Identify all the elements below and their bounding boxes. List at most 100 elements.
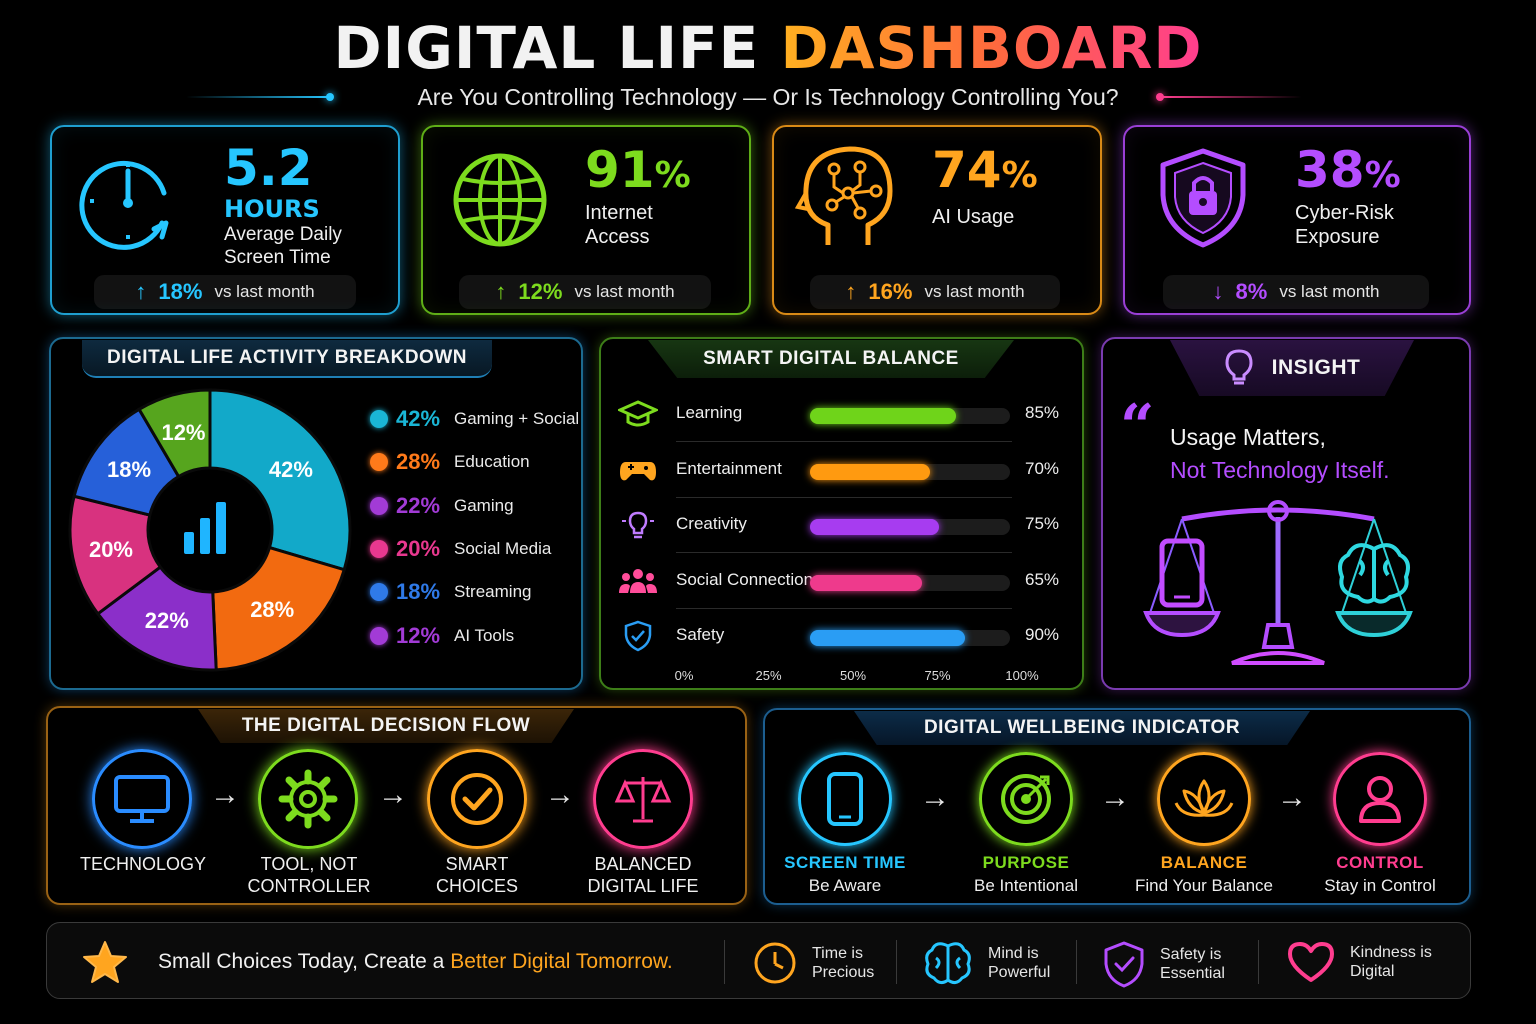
balance-bar-fill — [810, 463, 931, 480]
stat-label-line2: Access — [585, 226, 650, 248]
balance-row: Social Connection 65% — [618, 561, 1068, 601]
stat-label-line1: Internet — [585, 202, 653, 224]
balance-row-label: Entertainment — [676, 458, 782, 478]
flow-step-label-line2: CHOICES — [435, 876, 519, 896]
footer-item-line1: Safety is — [1160, 946, 1222, 963]
pie-slice — [137, 388, 212, 479]
star-icon — [83, 941, 127, 983]
insight-line-1: Usage Matters, — [1170, 424, 1326, 450]
pie-slice-label: 12% — [161, 419, 206, 445]
change-vs: vs last month — [574, 282, 675, 301]
footer-item-line2: Precious — [812, 964, 875, 981]
stat-card-cyber-risk: 38% Cyber-Risk Exposure ↓ 8% vs last mon… — [1123, 125, 1471, 315]
wellbeing-step-label: CONTROL Stay in Control — [1324, 853, 1436, 896]
balance-bar-fill — [810, 519, 939, 535]
balance-axis-tick: 25% — [755, 668, 782, 683]
legend-item: 22% Gaming — [370, 491, 514, 521]
clock-icon — [79, 160, 169, 250]
lightbulb-icon — [1225, 349, 1253, 385]
balance-axis-tick: 75% — [924, 668, 951, 683]
footer-slogan-part1: Small Choices Today, Create a — [158, 950, 445, 973]
decision-flow-title: THE DIGITAL DECISION FLOW — [198, 709, 574, 743]
stat-value: 38% — [1295, 145, 1401, 195]
shield-check-icon — [1104, 941, 1144, 988]
wellbeing-step-title: PURPOSE — [982, 853, 1070, 872]
subtitle-line-right — [1162, 96, 1302, 98]
flow-step-label-line1: BALANCED — [594, 854, 692, 874]
balance-bar-track — [810, 574, 1010, 591]
footer-item-line2: Digital — [1350, 963, 1395, 980]
wellbeing-step-balance — [1157, 752, 1251, 846]
change-pill: ↑ 16% vs last month — [810, 275, 1060, 309]
user-icon — [1359, 776, 1401, 823]
legend-item: 18% Streaming — [370, 577, 531, 607]
arrow-down-icon: ↓ — [1212, 279, 1224, 304]
lightbulb-icon — [618, 509, 658, 541]
balance-row: Creativity 75% — [618, 505, 1068, 545]
balance-row-label: Safety — [676, 625, 725, 644]
legend-percent: 12% — [396, 622, 441, 648]
stat-value-number: 74 — [932, 141, 1002, 199]
legend-swatch — [370, 626, 388, 645]
footer-bar — [46, 922, 1471, 999]
change-value: 12% — [518, 279, 563, 304]
footer-item-mind: Mind is Powerful — [922, 940, 1088, 986]
legend-label: AI Tools — [454, 625, 515, 645]
people-icon — [618, 565, 658, 597]
footer-item-text: Time is Precious — [812, 944, 912, 982]
balance-row-divider — [676, 607, 1012, 609]
legend-percent: 20% — [396, 535, 441, 561]
footer-item-line1: Kindness is — [1350, 944, 1432, 961]
target-icon — [1001, 774, 1051, 824]
footer-divider — [896, 940, 897, 984]
balance-row-label: Social Connection — [676, 569, 814, 589]
wellbeing-step-caption: Stay in Control — [1324, 876, 1436, 895]
balance-row: Learning 85% — [616, 394, 1068, 434]
footer-item-time: Time is Precious — [752, 940, 912, 986]
footer-item-safety: Safety is Essential — [1102, 940, 1260, 988]
balance-row-label: Creativity — [676, 514, 747, 533]
activity-breakdown-panel — [49, 337, 583, 690]
flow-step-label: SMART CHOICES — [436, 853, 518, 897]
stat-label-line1: AI Usage — [932, 206, 1015, 228]
flow-step-label-line2: CONTROLLER — [247, 876, 371, 896]
arrow-right-icon: → — [1277, 781, 1307, 814]
flow-step-label: BALANCED DIGITAL LIFE — [587, 853, 698, 897]
balance-row-value: 70% — [1025, 458, 1060, 478]
balance-bar-fill — [810, 630, 965, 646]
bar-chart-icon — [184, 502, 226, 554]
clock-icon — [754, 942, 796, 984]
gamepad-icon — [618, 454, 658, 486]
stat-label: Internet Access — [585, 201, 653, 249]
arrow-up-icon: ↑ — [135, 279, 147, 304]
stat-label: Cyber-Risk Exposure — [1295, 201, 1394, 249]
legend-label: Education — [454, 452, 530, 472]
wellbeing-step-label: SCREEN TIME Be Aware — [784, 853, 906, 896]
flow-step-balanced — [593, 749, 693, 849]
flow-step-label-line1: SMART — [445, 854, 509, 874]
graduation-cap-icon — [616, 398, 660, 430]
legend-percent: 22% — [396, 492, 441, 518]
arrow-right-icon: → — [920, 781, 950, 814]
smart-balance-panel — [599, 337, 1084, 690]
footer-item-text: Mind is Powerful — [988, 944, 1088, 982]
stat-value-unit: % — [1001, 155, 1038, 196]
footer-slogan: Small Choices Today, Create a Better Dig… — [158, 950, 673, 974]
balance-bar-track — [810, 408, 1010, 424]
shield-check-icon — [618, 620, 658, 652]
wellbeing-step-label: PURPOSE Be Intentional — [974, 853, 1078, 896]
footer-divider — [1258, 940, 1259, 984]
page-title: DIGITAL LIFE DASHBOARD — [0, 14, 1536, 82]
wellbeing-step-title: BALANCE — [1160, 853, 1248, 872]
footer-item-text: Safety is Essential — [1160, 945, 1260, 983]
wellbeing-step-control — [1333, 752, 1427, 846]
change-pill: ↓ 8% vs last month — [1163, 275, 1429, 309]
footer-slogan-part2: Better Digital Tomorrow. — [450, 950, 673, 973]
stat-value: 5.2 — [224, 139, 313, 197]
subtitle-dot-right — [1156, 93, 1164, 101]
footer-item-text: Kindness is Digital — [1350, 943, 1450, 981]
stat-card-internet-access: 91% Internet Access ↑ 12% vs last month — [421, 125, 751, 315]
wellbeing-title: DIGITAL WELLBEING INDICATOR — [854, 711, 1310, 745]
gear-icon — [278, 769, 338, 829]
pie-slice-label: 42% — [268, 456, 313, 482]
